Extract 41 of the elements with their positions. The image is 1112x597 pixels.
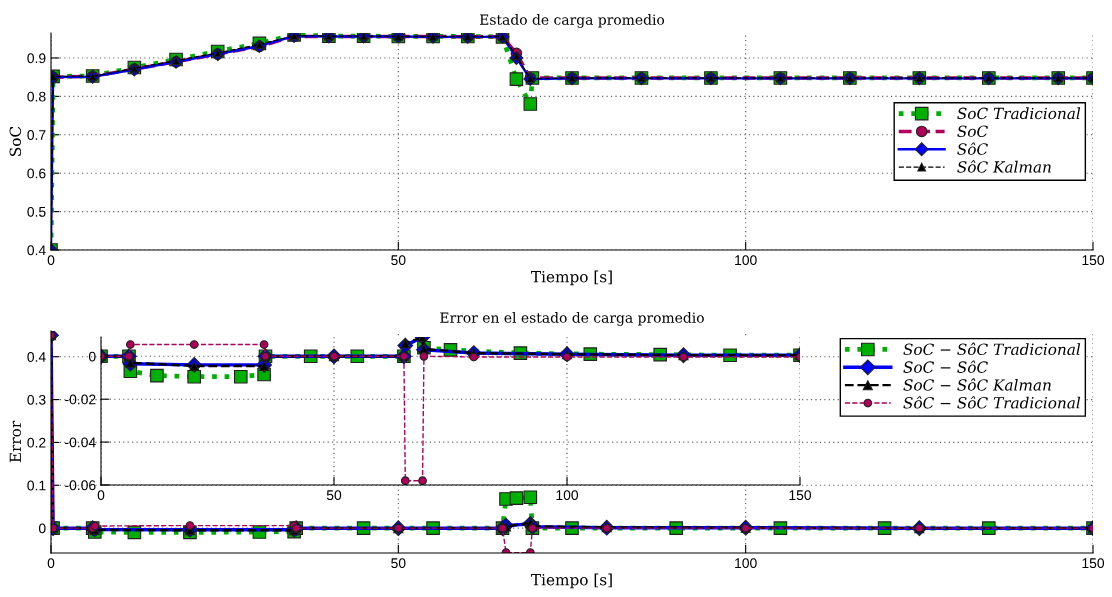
legend-label: SôC: [957, 142, 988, 155]
chart-title: Estado de carga promedio: [479, 14, 665, 28]
y-tick-label: -0.06: [65, 480, 96, 491]
y-tick-label: 0.2: [27, 437, 46, 448]
x-axis-title: Tiempo [s]: [531, 573, 612, 589]
y-tick-label: -0.04: [65, 437, 96, 448]
x-tick-label: 0: [47, 255, 55, 266]
x-tick-label: 0: [47, 558, 55, 569]
legend-label: SoC − SôC Tradicional: [903, 342, 1081, 356]
x-tick-label: 50: [391, 558, 406, 569]
y-axis-title: SoC: [9, 126, 22, 156]
y-tick-label: 0.9: [27, 53, 46, 64]
x-tick-label: 50: [326, 490, 342, 501]
y-tick-label: 0.4: [27, 352, 46, 362]
y-tick-label: 0.1: [27, 480, 46, 491]
y-tick-label: 0: [38, 523, 46, 534]
legend-label: SoC Tradicional: [957, 107, 1081, 120]
y-tick-label: 0.6: [27, 168, 46, 179]
legend-label: SoC − SôC: [903, 360, 988, 373]
x-tick-label: 150: [1082, 255, 1105, 266]
legend-label: SôC Kalman: [957, 160, 1051, 173]
y-tick-label: 0.5: [27, 206, 46, 217]
x-axis-title: Tiempo [s]: [531, 270, 612, 286]
legend-label: SoC − SôC Kalman: [903, 378, 1051, 391]
x-tick-label: 100: [735, 558, 757, 569]
y-tick-label: 0: [88, 351, 96, 362]
y-tick-label: 0.3: [27, 394, 46, 405]
y-tick-label: -0.02: [65, 394, 96, 405]
legend-label: SoC: [957, 125, 988, 138]
x-tick-label: 100: [556, 490, 579, 501]
x-tick-label: 150: [1082, 558, 1105, 569]
y-axis-title: Error: [9, 420, 22, 463]
y-tick-label: 0.4: [27, 245, 46, 256]
x-tick-label: 0: [97, 490, 105, 501]
x-tick-label: 100: [735, 255, 757, 266]
x-tick-label: 50: [391, 255, 406, 266]
chart-title: Error en el estado de carga promedio: [440, 312, 704, 326]
y-tick-label: 0.7: [27, 130, 46, 140]
x-tick-label: 150: [789, 490, 812, 501]
y-tick-label: 0.8: [27, 91, 46, 102]
legend-label: SôC − SôC Tradicional: [903, 396, 1081, 409]
